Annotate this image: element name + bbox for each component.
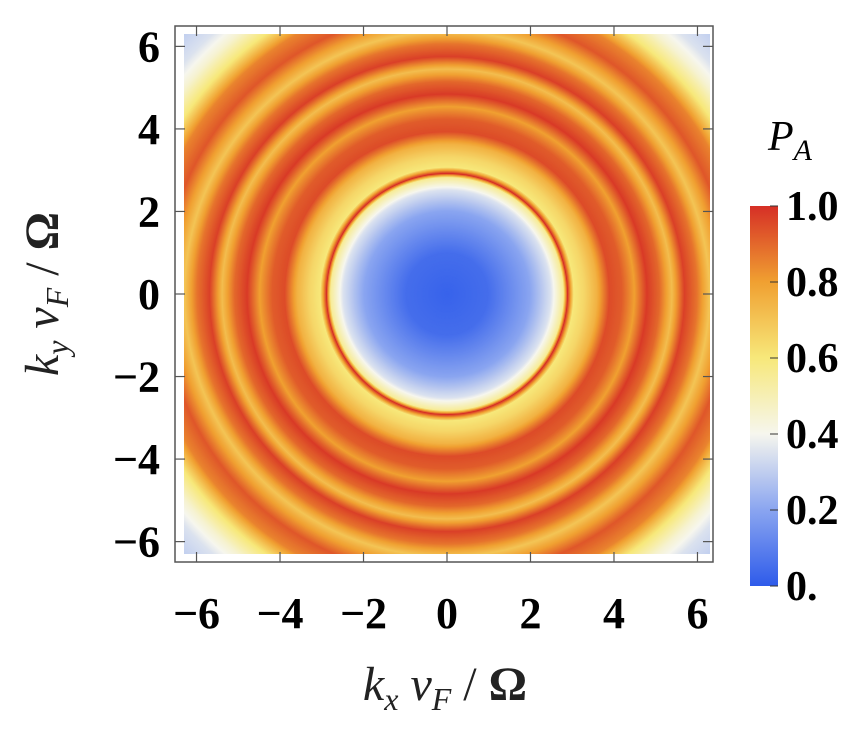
- x-tick-label: 4: [603, 589, 625, 638]
- colorbar-tick-label: 0.4: [786, 412, 839, 458]
- colorbar-tick-label: 0.2: [786, 488, 839, 534]
- colorbar-label: PA: [767, 114, 813, 167]
- colorbar: [750, 206, 778, 586]
- colorbar-tick-label: 0.: [786, 564, 818, 610]
- y-tick-label: 2: [138, 187, 160, 236]
- y-tick-label: 6: [138, 22, 160, 71]
- y-tick-label: −4: [113, 435, 160, 484]
- colorbar-tick-label: 0.8: [786, 260, 839, 306]
- x-axis-label: kx vF / Ω: [363, 658, 527, 717]
- x-tick-label: −6: [173, 589, 220, 638]
- colorbar-ticks: 0. 0.2 0.4 0.6 0.8 1.0: [770, 184, 839, 610]
- x-tick-label: 2: [519, 589, 541, 638]
- y-axis-label: ky vF / Ω: [16, 212, 75, 376]
- colorbar-tick-label: 0.6: [786, 336, 839, 382]
- x-tick-label: 0: [436, 589, 458, 638]
- y-tick-label: −6: [113, 518, 160, 567]
- axis-ticks: −6 −4 −2 0 2 4 6 −6 −4 −2 0 2 4 6: [113, 22, 713, 638]
- y-tick-label: −2: [113, 353, 160, 402]
- heatmap-ring: [445, 292, 449, 296]
- x-tick-label: 6: [686, 589, 708, 638]
- y-tick-label: 4: [138, 105, 160, 154]
- x-tick-label: −4: [256, 589, 303, 638]
- colorbar-tick-label: 1.0: [786, 184, 839, 230]
- y-tick-label: 0: [138, 270, 160, 319]
- x-tick-label: −2: [340, 589, 387, 638]
- heatmap-image: [184, 34, 710, 554]
